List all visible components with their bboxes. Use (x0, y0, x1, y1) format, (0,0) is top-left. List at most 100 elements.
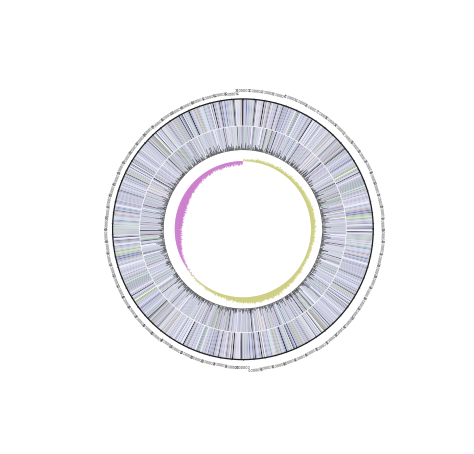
Polygon shape (234, 310, 237, 332)
Polygon shape (185, 322, 198, 347)
Polygon shape (328, 289, 350, 305)
Polygon shape (173, 288, 188, 305)
Polygon shape (154, 178, 173, 189)
Polygon shape (201, 105, 211, 131)
Polygon shape (256, 309, 260, 331)
Polygon shape (149, 262, 169, 271)
Polygon shape (315, 183, 335, 193)
Polygon shape (299, 316, 314, 339)
Polygon shape (184, 113, 197, 137)
Polygon shape (184, 296, 197, 314)
Polygon shape (285, 298, 297, 317)
Polygon shape (117, 194, 143, 202)
Polygon shape (272, 329, 280, 355)
Polygon shape (179, 292, 193, 311)
Polygon shape (224, 100, 229, 127)
Polygon shape (123, 271, 148, 282)
Polygon shape (286, 111, 299, 135)
Polygon shape (191, 324, 202, 349)
Polygon shape (163, 126, 180, 148)
Polygon shape (296, 152, 311, 168)
Polygon shape (271, 305, 279, 326)
Polygon shape (304, 313, 320, 335)
Polygon shape (257, 309, 262, 331)
Polygon shape (163, 164, 181, 178)
Polygon shape (166, 283, 183, 299)
Polygon shape (113, 217, 140, 221)
Polygon shape (124, 175, 149, 187)
Polygon shape (318, 258, 339, 267)
Polygon shape (264, 102, 270, 128)
Polygon shape (240, 126, 241, 148)
Polygon shape (324, 232, 346, 233)
Polygon shape (293, 320, 307, 344)
Polygon shape (344, 201, 370, 207)
Polygon shape (119, 262, 145, 271)
Polygon shape (244, 126, 245, 148)
Polygon shape (278, 326, 289, 352)
Polygon shape (323, 218, 346, 221)
Polygon shape (283, 140, 295, 160)
Polygon shape (246, 333, 247, 360)
Polygon shape (140, 222, 163, 224)
Polygon shape (322, 207, 344, 213)
Polygon shape (346, 209, 372, 214)
Polygon shape (280, 326, 291, 351)
Polygon shape (323, 236, 346, 239)
Polygon shape (143, 248, 164, 254)
Polygon shape (228, 332, 232, 359)
Polygon shape (320, 201, 342, 207)
Polygon shape (346, 222, 373, 225)
Polygon shape (246, 310, 247, 332)
Polygon shape (346, 232, 373, 233)
Polygon shape (271, 133, 279, 153)
Polygon shape (336, 274, 360, 287)
Polygon shape (247, 99, 249, 126)
Polygon shape (127, 276, 151, 289)
Text: 5900000: 5900000 (106, 181, 115, 197)
Polygon shape (210, 306, 217, 327)
Polygon shape (149, 186, 170, 196)
Polygon shape (321, 144, 342, 162)
Polygon shape (155, 175, 174, 187)
Polygon shape (232, 99, 235, 126)
Polygon shape (297, 288, 313, 305)
Polygon shape (318, 192, 339, 200)
Polygon shape (139, 292, 161, 310)
Polygon shape (249, 99, 252, 126)
Text: 5300000: 5300000 (104, 250, 111, 266)
Polygon shape (226, 128, 230, 150)
Polygon shape (214, 130, 220, 152)
Polygon shape (294, 291, 309, 309)
Polygon shape (201, 303, 211, 324)
Polygon shape (287, 143, 300, 162)
Polygon shape (269, 103, 277, 129)
Polygon shape (149, 262, 170, 272)
Polygon shape (343, 256, 369, 264)
Text: 400000: 400000 (282, 94, 296, 103)
Polygon shape (121, 181, 146, 192)
Polygon shape (322, 210, 344, 215)
Polygon shape (321, 204, 343, 210)
Polygon shape (286, 143, 299, 162)
Polygon shape (245, 310, 246, 332)
Text: 4500000: 4500000 (148, 331, 164, 344)
Polygon shape (142, 209, 164, 214)
Polygon shape (236, 127, 238, 149)
Polygon shape (260, 101, 266, 127)
Polygon shape (177, 319, 191, 342)
Polygon shape (301, 285, 318, 301)
Polygon shape (193, 138, 205, 158)
Polygon shape (157, 274, 176, 287)
Polygon shape (173, 154, 188, 171)
Polygon shape (150, 185, 170, 195)
Polygon shape (140, 224, 162, 226)
Polygon shape (141, 213, 163, 217)
Polygon shape (288, 296, 301, 315)
Polygon shape (152, 266, 172, 277)
Polygon shape (267, 131, 274, 153)
Polygon shape (113, 242, 140, 246)
Polygon shape (207, 305, 215, 326)
Polygon shape (183, 113, 196, 137)
Polygon shape (175, 151, 191, 168)
